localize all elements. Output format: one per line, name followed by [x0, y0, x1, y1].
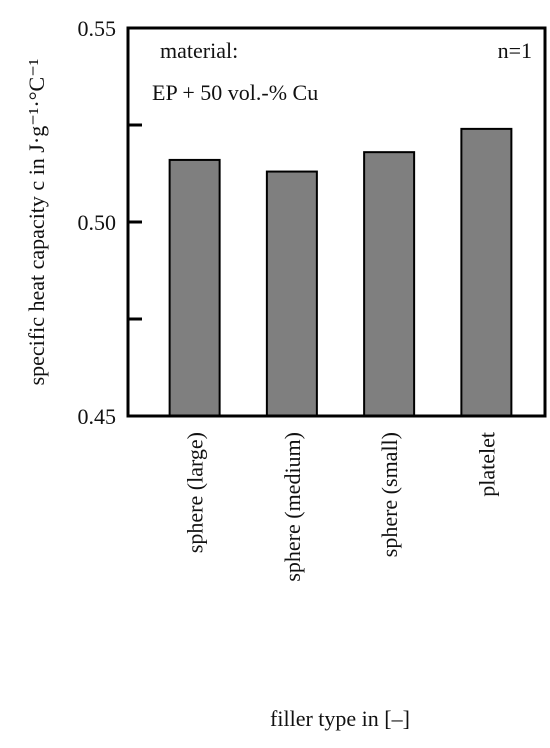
bar [460, 127, 513, 417]
y-axis-label: specific heat capacity c in J·g⁻¹·°C⁻¹ [24, 59, 49, 386]
annotation: material: [160, 38, 238, 63]
y-tick-label: 0.55 [78, 16, 117, 41]
annotation: EP + 50 vol.-% Cu [152, 80, 318, 105]
y-tick-label: 0.50 [78, 210, 117, 235]
plot-frame [126, 26, 547, 418]
x-tick-label: sphere (small) [377, 432, 402, 557]
bar [363, 151, 416, 417]
y-tick-label: 0.45 [78, 404, 117, 429]
annotation: n=1 [498, 38, 532, 63]
x-tick-label: sphere (medium) [280, 432, 305, 582]
x-tick-label: sphere (large) [183, 432, 208, 553]
bar [265, 170, 318, 417]
bar [168, 158, 221, 417]
x-axis-label: filler type in [–] [270, 706, 410, 731]
x-tick-label: platelet [474, 432, 499, 497]
